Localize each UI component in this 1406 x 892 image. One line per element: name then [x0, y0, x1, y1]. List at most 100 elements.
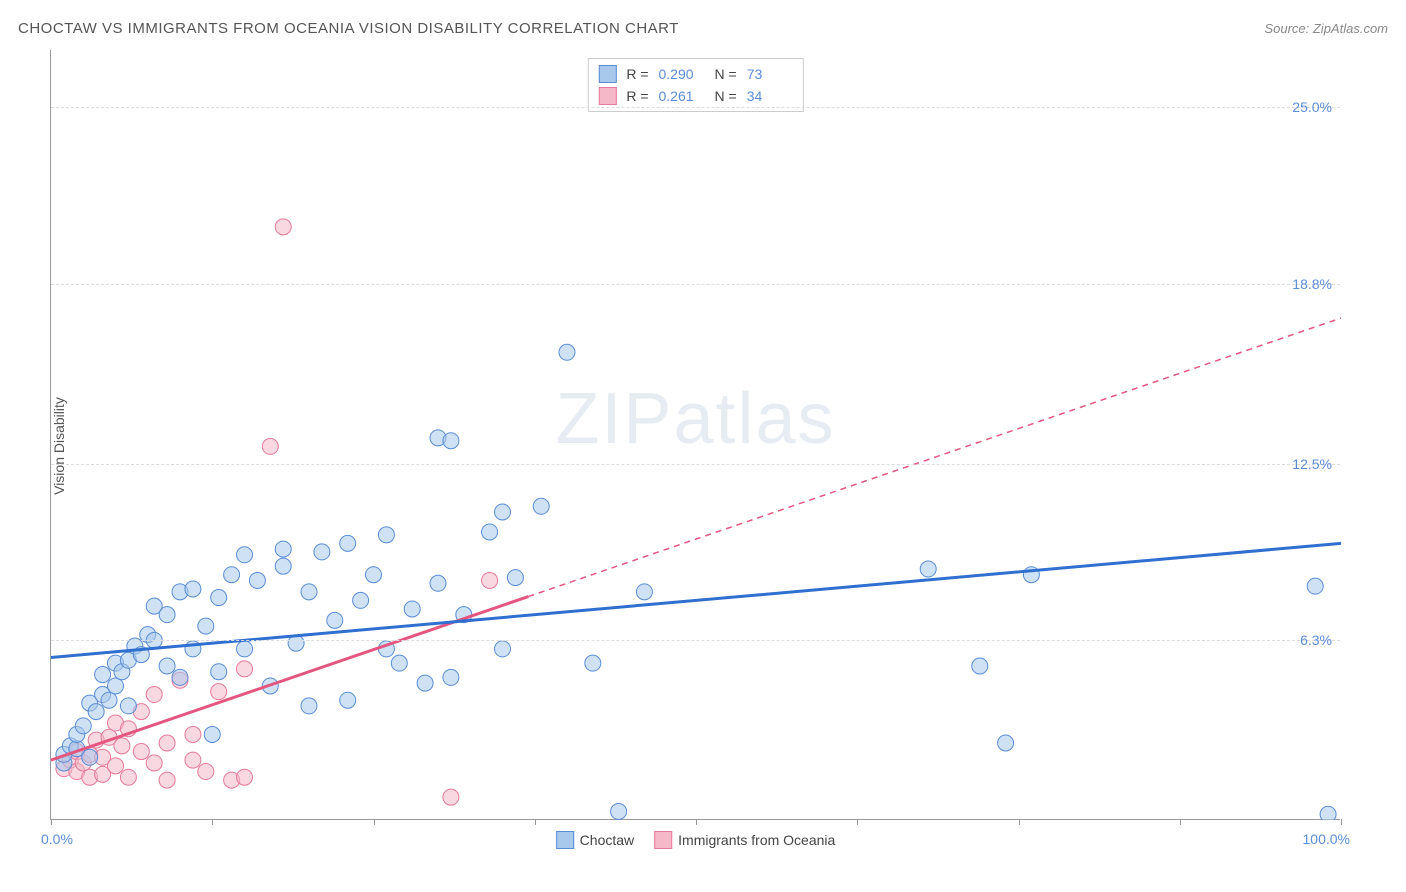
stats-row-choctaw: R = 0.290 N = 73	[598, 63, 792, 85]
stats-legend: R = 0.290 N = 73 R = 0.261 N = 34	[587, 58, 803, 112]
swatch-choctaw	[598, 65, 616, 83]
data-point	[559, 344, 575, 360]
data-point	[82, 749, 98, 765]
series-legend: Choctaw Immigrants from Oceania	[556, 831, 836, 849]
data-point	[224, 567, 240, 583]
data-point	[159, 772, 175, 788]
data-point	[482, 524, 498, 540]
gridline	[51, 107, 1340, 108]
r-value-choctaw: 0.290	[659, 66, 705, 82]
data-point	[366, 567, 382, 583]
data-point	[314, 544, 330, 560]
swatch-oceania	[598, 87, 616, 105]
data-point	[507, 570, 523, 586]
legend-item-choctaw: Choctaw	[556, 831, 634, 849]
n-value-choctaw: 73	[747, 66, 793, 82]
data-point	[327, 612, 343, 628]
data-point	[237, 641, 253, 657]
data-point	[1307, 578, 1323, 594]
y-tick-label: 18.8%	[1292, 276, 1332, 292]
data-point	[443, 433, 459, 449]
x-tick	[1019, 819, 1020, 825]
data-point	[159, 735, 175, 751]
n-value-oceania: 34	[747, 88, 793, 104]
legend-label-choctaw: Choctaw	[580, 832, 634, 848]
data-point	[185, 726, 201, 742]
data-point	[211, 684, 227, 700]
data-point	[237, 661, 253, 677]
chart-area: ZIPatlas R = 0.290 N = 73 R = 0.261 N = …	[50, 50, 1340, 820]
data-point	[172, 669, 188, 685]
x-tick	[374, 819, 375, 825]
data-point	[204, 726, 220, 742]
x-max-label: 100.0%	[1303, 831, 1350, 847]
data-point	[146, 687, 162, 703]
data-point	[185, 752, 201, 768]
x-tick	[696, 819, 697, 825]
data-point	[636, 584, 652, 600]
legend-label-oceania: Immigrants from Oceania	[678, 832, 835, 848]
data-point	[391, 655, 407, 671]
data-point	[482, 572, 498, 588]
data-point	[159, 658, 175, 674]
data-point	[495, 641, 511, 657]
x-min-label: 0.0%	[41, 831, 73, 847]
x-tick	[1341, 819, 1342, 825]
data-point	[75, 718, 91, 734]
gridline	[51, 464, 1340, 465]
data-point	[133, 744, 149, 760]
data-point	[301, 698, 317, 714]
data-point	[404, 601, 420, 617]
data-point	[211, 590, 227, 606]
data-point	[120, 769, 136, 785]
y-tick-label: 25.0%	[1292, 99, 1332, 115]
data-point	[198, 618, 214, 634]
data-point	[378, 527, 394, 543]
data-point	[611, 803, 627, 819]
data-point	[275, 219, 291, 235]
legend-item-oceania: Immigrants from Oceania	[654, 831, 835, 849]
data-point	[108, 678, 124, 694]
data-point	[340, 692, 356, 708]
y-tick-label: 12.5%	[1292, 456, 1332, 472]
data-point	[275, 558, 291, 574]
n-label: N =	[715, 66, 737, 82]
data-point	[95, 667, 111, 683]
data-point	[430, 575, 446, 591]
data-point	[262, 438, 278, 454]
data-point	[198, 764, 214, 780]
data-point	[114, 738, 130, 754]
data-point	[249, 572, 265, 588]
data-point	[108, 758, 124, 774]
x-tick	[857, 819, 858, 825]
data-point	[275, 541, 291, 557]
scatter-plot	[51, 50, 1341, 820]
data-point	[495, 504, 511, 520]
n-label: N =	[715, 88, 737, 104]
data-point	[920, 561, 936, 577]
x-tick	[51, 819, 52, 825]
data-point	[120, 698, 136, 714]
data-point	[353, 592, 369, 608]
data-point	[237, 547, 253, 563]
swatch-choctaw-b	[556, 831, 574, 849]
chart-title: CHOCTAW VS IMMIGRANTS FROM OCEANIA VISIO…	[18, 20, 679, 37]
x-tick	[1180, 819, 1181, 825]
data-point	[211, 664, 227, 680]
data-point	[533, 498, 549, 514]
data-point	[185, 581, 201, 597]
data-point	[585, 655, 601, 671]
data-point	[88, 704, 104, 720]
data-point	[340, 535, 356, 551]
data-point	[301, 584, 317, 600]
data-point	[237, 769, 253, 785]
x-tick	[212, 819, 213, 825]
gridline	[51, 640, 1340, 641]
source-label: Source: ZipAtlas.com	[1264, 21, 1388, 36]
data-point	[417, 675, 433, 691]
swatch-oceania-b	[654, 831, 672, 849]
r-label: R =	[626, 66, 648, 82]
y-tick-label: 6.3%	[1300, 632, 1332, 648]
r-value-oceania: 0.261	[659, 88, 705, 104]
data-point	[146, 755, 162, 771]
